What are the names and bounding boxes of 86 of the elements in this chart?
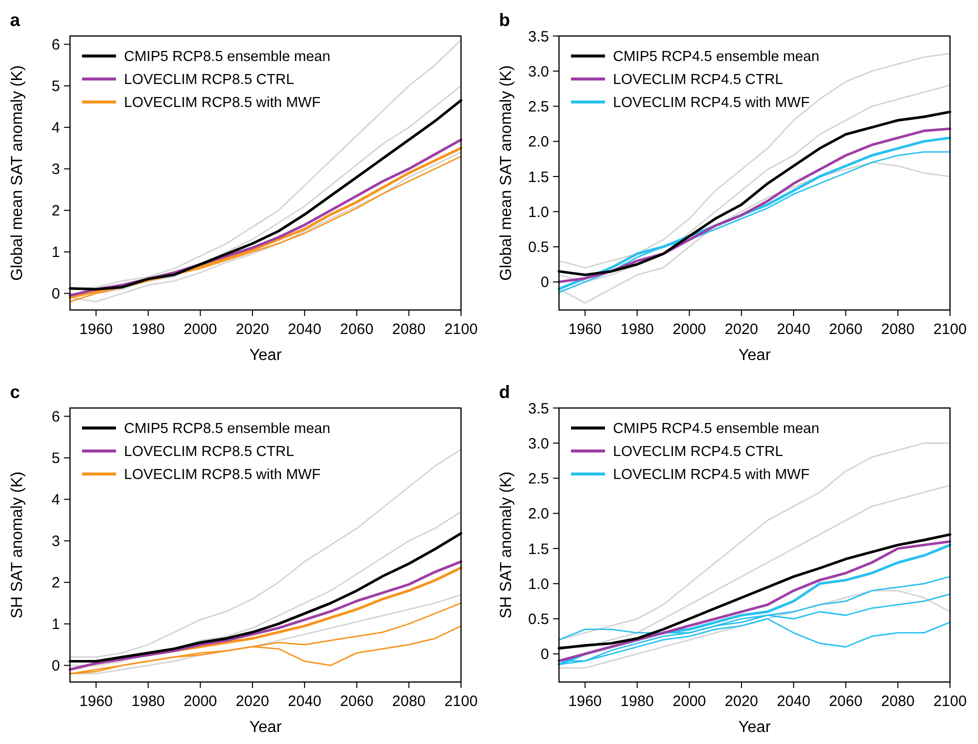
x-tick-label: 2040: [776, 321, 810, 338]
x-tick-label: 2100: [933, 693, 967, 710]
x-tick-label: 1980: [620, 321, 654, 338]
y-axis-title: SH SAT anomaly (K): [498, 471, 515, 619]
x-tick-label: 1980: [132, 321, 165, 338]
x-tick-label: 2080: [881, 321, 915, 338]
y-tick-label: 6: [52, 36, 60, 54]
x-tick-label: 2000: [672, 321, 706, 338]
y-axis-title: Global mean SAT anomaly (K): [498, 65, 515, 281]
legend-label: LOVECLIM RCP8.5 CTRL: [124, 72, 294, 88]
y-tick-label: 4: [52, 492, 60, 509]
x-tick-label: 2060: [340, 321, 374, 338]
x-tick-label: 2060: [829, 321, 862, 338]
x-axis-title: Year: [738, 719, 772, 736]
y-axis-title: SH SAT anomaly (K): [9, 471, 26, 619]
legend-label: LOVECLIM RCP8.5 with MWF: [124, 95, 321, 112]
x-tick-label: 1960: [79, 321, 113, 338]
y-tick-label: 0: [52, 286, 60, 303]
y-tick-label: 2: [52, 202, 60, 220]
y-axis-title: Global mean SAT anomaly (K): [9, 65, 26, 281]
y-tick-label: 2.0: [528, 506, 549, 523]
x-tick-label: 2020: [724, 321, 758, 338]
x-tick-label: 2100: [444, 321, 478, 338]
chart-title: d: [499, 382, 510, 402]
legend-label: LOVECLIM RCP4.5 with MWF: [613, 467, 810, 484]
chart-title: a: [10, 10, 21, 30]
x-tick-label: 1980: [620, 693, 654, 710]
y-tick-label: 3: [52, 161, 60, 178]
x-tick-label: 1960: [79, 693, 113, 710]
y-tick-label: 1.0: [528, 204, 549, 221]
legend-label: LOVECLIM RCP8.5 CTRL: [124, 444, 294, 460]
x-axis-title: Year: [738, 347, 772, 364]
x-tick-label: 2020: [236, 693, 270, 710]
legend-label: CMIP5 RCP4.5 ensemble mean: [613, 49, 820, 66]
x-tick-label: 2000: [184, 321, 218, 338]
x-tick-label: 2000: [184, 693, 218, 710]
y-tick-label: 3.5: [528, 28, 549, 46]
x-tick-label: 2080: [392, 321, 426, 338]
y-tick-label: 3.0: [528, 435, 549, 452]
y-tick-label: 1.5: [528, 168, 549, 186]
x-axis-title: Year: [249, 719, 282, 736]
y-tick-label: 2.0: [528, 134, 549, 151]
y-tick-label: 0: [540, 274, 549, 292]
y-tick-label: 2.5: [528, 470, 549, 488]
y-tick-label: 0: [540, 646, 549, 664]
x-axis-title: Year: [249, 347, 282, 364]
y-tick-label: 1.5: [528, 540, 549, 558]
legend-label: CMIP5 RCP4.5 ensemble mean: [613, 421, 820, 438]
x-tick-label: 1960: [568, 693, 602, 710]
x-tick-label: 2040: [288, 693, 322, 710]
y-tick-label: 1.0: [528, 576, 549, 593]
y-tick-label: 1: [52, 244, 60, 262]
chart-title: b: [499, 10, 510, 30]
x-tick-label: 2040: [288, 321, 322, 338]
y-tick-label: 2.5: [528, 98, 549, 116]
y-tick-label: 2: [52, 574, 60, 592]
y-tick-label: 0: [52, 658, 60, 675]
y-tick-label: 0.5: [528, 611, 549, 628]
y-tick-label: 3.5: [528, 400, 549, 418]
x-tick-label: 2080: [392, 693, 426, 710]
y-tick-label: 6: [52, 408, 60, 426]
legend-label: CMIP5 RCP8.5 ensemble mean: [124, 49, 330, 66]
x-tick-label: 2100: [933, 321, 967, 338]
x-tick-label: 2060: [829, 693, 862, 710]
y-tick-label: 3: [52, 533, 60, 550]
x-tick-label: 2060: [340, 693, 374, 710]
y-tick-label: 5: [52, 78, 60, 96]
x-tick-label: 2100: [444, 693, 478, 710]
x-tick-label: 1960: [568, 321, 602, 338]
legend-label: LOVECLIM RCP4.5 CTRL: [613, 444, 784, 460]
y-tick-label: 5: [52, 450, 60, 468]
chart-title: c: [10, 382, 20, 402]
legend-label: LOVECLIM RCP4.5 CTRL: [613, 72, 784, 88]
y-tick-label: 4: [52, 120, 60, 137]
legend-label: CMIP5 RCP8.5 ensemble mean: [124, 421, 330, 438]
x-tick-label: 2040: [776, 693, 810, 710]
y-tick-label: 3.0: [528, 63, 549, 80]
x-tick-label: 2020: [724, 693, 758, 710]
y-tick-label: 0.5: [528, 239, 549, 256]
x-tick-label: 2080: [881, 693, 915, 710]
x-tick-label: 2020: [236, 321, 270, 338]
x-tick-label: 2000: [672, 693, 706, 710]
legend-label: LOVECLIM RCP4.5 with MWF: [613, 95, 810, 112]
y-tick-label: 1: [52, 616, 60, 634]
legend-label: LOVECLIM RCP8.5 with MWF: [124, 467, 321, 484]
x-tick-label: 1980: [132, 693, 165, 710]
